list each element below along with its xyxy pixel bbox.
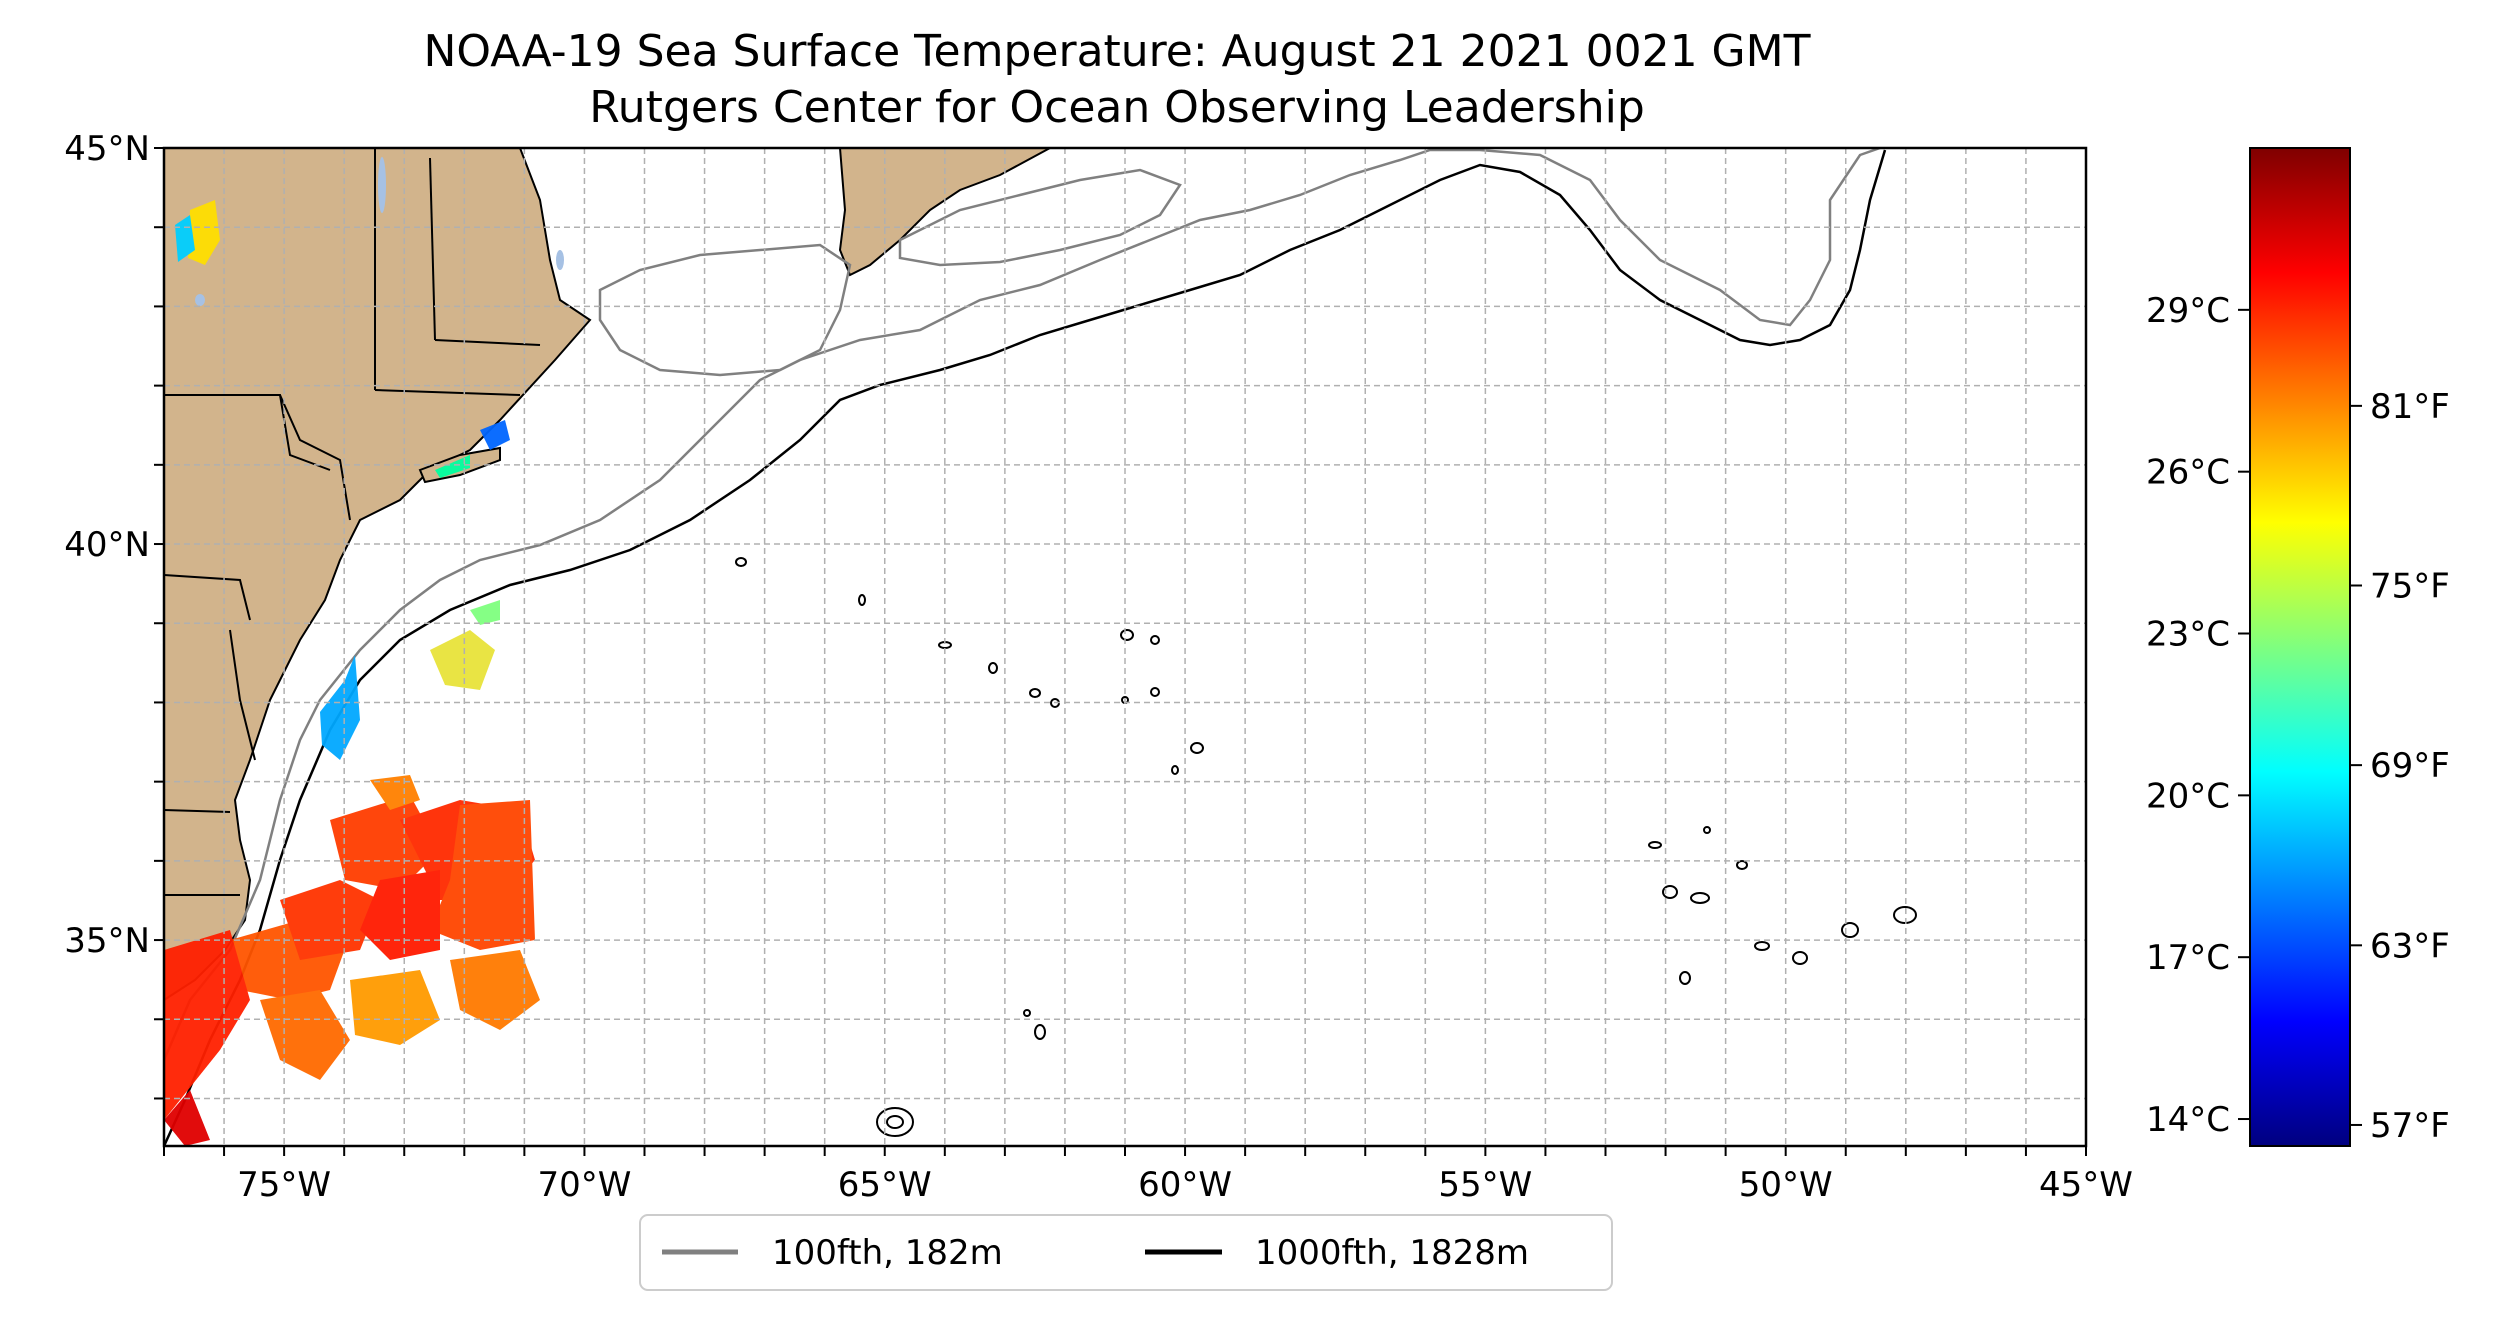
colorbar-fahrenheit-ticks: 57°F 63°F 69°F 75°F 81°F [2350, 387, 2450, 1146]
latitude-tick-labels: 45°N 40°N 35°N [64, 129, 150, 961]
contour-100fth-shelf [164, 148, 1881, 1061]
contour-100fth-georges-bank [898, 168, 1182, 267]
longitude-tick-labels: 75°W 70°W 65°W 60°W 55°W 50°W 45°W [237, 1165, 2133, 1205]
lon-tick-label: 45°W [2039, 1165, 2133, 1205]
colorbar-fahrenheit-label: 81°F [2370, 387, 2450, 427]
legend-label-1000fth: 1000fth, 1828m [1255, 1233, 1529, 1273]
colorbar-celsius-label: 26°C [2146, 453, 2230, 493]
map-frame [162, 146, 2088, 1148]
lon-tick-label: 75°W [237, 1165, 331, 1205]
lat-tick-label: 45°N [64, 129, 150, 169]
colorbar-fahrenheit-label: 69°F [2370, 746, 2450, 786]
colorbar-celsius-label: 29°C [2146, 291, 2230, 331]
lon-tick-label: 55°W [1438, 1165, 1532, 1205]
colorbar: 14°C 17°C 20°C 23°C 26°C 29°C 57°F 63°F 69°F 75°… [2146, 147, 2450, 1147]
lon-tick-label: 60°W [1138, 1165, 1232, 1205]
map-area [164, 148, 2086, 1146]
lon-tick-label: 70°W [537, 1165, 631, 1205]
lat-tick-label: 40°N [64, 525, 150, 565]
map-title-line1: NOAA-19 Sea Surface Temperature: August … [424, 26, 1811, 77]
land-north-america [164, 148, 592, 1002]
lon-tick-label: 65°W [838, 1165, 932, 1205]
map-title-line2: Rutgers Center for Ocean Observing Leade… [589, 82, 1645, 133]
colorbar-gradient [2249, 147, 2351, 1147]
colorbar-celsius-label: 23°C [2146, 615, 2230, 655]
colorbar-fahrenheit-label: 63°F [2370, 926, 2450, 966]
legend-box [639, 1214, 1613, 1291]
colorbar-celsius-label: 17°C [2146, 938, 2230, 978]
legend: 100fth, 182m 1000fth, 1828m [639, 1214, 1613, 1291]
colorbar-celsius-label: 14°C [2146, 1100, 2230, 1140]
colorbar-fahrenheit-label: 57°F [2370, 1106, 2450, 1146]
seamount-contours [735, 557, 1917, 1137]
colorbar-celsius-ticks: 14°C 17°C 20°C 23°C 26°C 29°C [2146, 291, 2250, 1140]
colorbar-fahrenheit-label: 75°F [2370, 567, 2450, 607]
legend-label-100fth: 100fth, 182m [772, 1233, 1003, 1273]
lon-tick-label: 50°W [1739, 1165, 1833, 1205]
sst-data-patches [164, 200, 540, 1146]
lat-tick-label: 35°N [64, 921, 150, 961]
contour-100fth-gulf-of-maine [598, 243, 852, 377]
colorbar-celsius-label: 20°C [2146, 776, 2230, 816]
state-borders [164, 148, 541, 896]
lakes [195, 157, 564, 306]
